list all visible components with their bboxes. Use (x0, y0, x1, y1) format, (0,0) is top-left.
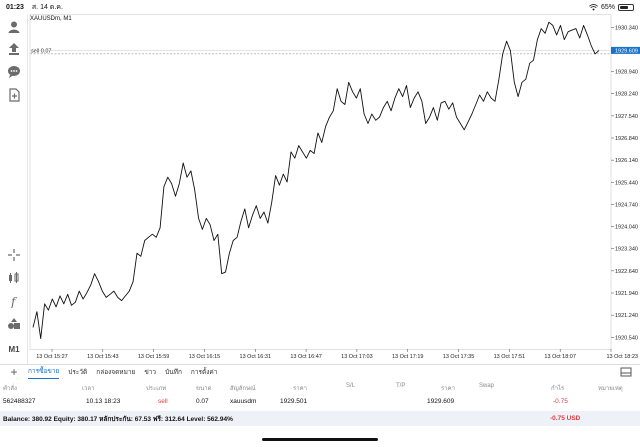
left-toolbar: f M1 (0, 14, 28, 364)
order-time: 10.13 18:23 (86, 398, 121, 405)
order-size: 0.07 (196, 398, 209, 405)
tab-trade[interactable]: การซื้อขาย (28, 364, 60, 379)
orders-table-header: คำสั่ง เวลา ประเภท ขนาด สัญลักษณ์ ราคา S… (0, 380, 640, 393)
tab-journal[interactable]: บันทึก (165, 368, 182, 376)
x-tick-label: 13 Oct 18:07 (544, 354, 576, 360)
y-tick-label: 1921.240 (615, 313, 638, 319)
swap-panel-icon[interactable] (620, 367, 632, 377)
x-tick-label: 13 Oct 16:15 (189, 354, 221, 360)
y-tick-label: 1928.240 (615, 92, 638, 98)
header-current-price: ราคา (441, 386, 455, 392)
header-tp: T/P (396, 383, 406, 389)
y-tick-label: 1926.840 (615, 136, 638, 142)
header-comment: หมายเหตุ (598, 386, 623, 392)
x-tick-label: 13 Oct 17:35 (443, 354, 475, 360)
order-type: sell (158, 398, 168, 405)
header-swap: Swap (479, 383, 495, 389)
y-tick-label: 1927.540 (615, 114, 638, 120)
header-time: เวลา (82, 386, 95, 392)
chart-canvas[interactable]: 1930.3401929.6401928.9401928.2401927.540… (28, 14, 640, 364)
total-profit-value: -0.75 (550, 415, 565, 422)
y-tick-label: 1926.140 (615, 158, 638, 164)
x-tick-label: 13 Oct 17:03 (341, 354, 373, 360)
status-time: 01:23 (6, 3, 24, 11)
order-current-price: 1929.609 (427, 398, 455, 405)
y-tick-label: 1920.540 (615, 335, 638, 341)
tab-settings[interactable]: การตั้งค่า (190, 368, 218, 376)
header-type: ประเภท (146, 386, 167, 392)
timeframe-button[interactable]: M1 (8, 344, 20, 354)
y-tick-label: 1930.340 (615, 25, 638, 31)
chat-icon[interactable] (5, 63, 23, 81)
battery-percent: 65% (600, 3, 615, 11)
tab-news[interactable]: ข่าว (144, 368, 157, 376)
function-icon[interactable]: f (5, 292, 23, 310)
header-size: ขนาด (196, 386, 212, 392)
y-tick-label: 1924.740 (615, 202, 638, 208)
add-icon[interactable]: + (10, 364, 18, 379)
tab-mailbox[interactable]: กล่องจดหมาย (96, 368, 136, 376)
x-tick-label: 13 Oct 15:27 (36, 354, 68, 360)
order-id: 562488327 (3, 398, 36, 405)
user-icon[interactable] (5, 18, 23, 36)
header-symbol: สัญลักษณ์ (230, 386, 256, 392)
sell-level-label: sell 0.07 (31, 48, 52, 54)
header-order: คำสั่ง (3, 386, 17, 392)
tab-history[interactable]: ประวัติ (68, 368, 88, 376)
order-symbol: xauusdm (230, 398, 257, 405)
current-price-tag (611, 46, 640, 54)
objects-icon[interactable] (5, 315, 23, 333)
price-series-line[interactable] (32, 21, 600, 340)
y-tick-label: 1923.340 (615, 247, 638, 253)
upload-icon[interactable] (5, 40, 23, 58)
total-profit: -0.75 USD (550, 415, 580, 422)
x-tick-label: 13 Oct 17:19 (392, 354, 424, 360)
balance-summary: Balance: 380.92 Equity: 380.17 หลักประกั… (0, 411, 640, 426)
status-bar: 01:23 ส. 14 ต.ค. 65% (0, 0, 640, 14)
x-tick-label: 13 Oct 16:47 (290, 354, 322, 360)
home-indicator[interactable] (262, 438, 378, 441)
plot-frame (29, 14, 612, 350)
price-chart[interactable]: 1930.3401929.6401928.9401928.2401927.540… (28, 14, 640, 364)
status-date: ส. 14 ต.ค. (31, 3, 63, 11)
wifi-icon (589, 3, 598, 11)
x-tick-label: 13 Oct 18:23 (607, 354, 639, 360)
x-tick-label: 13 Oct 17:51 (494, 354, 526, 360)
indicator-icon[interactable] (5, 269, 23, 287)
svg-text:f: f (10, 295, 18, 308)
battery-icon (618, 3, 634, 11)
table-row[interactable]: 562488327 10.13 18:23 sell 0.07 xauusdm … (0, 394, 640, 410)
y-tick-label: 1924.040 (615, 225, 638, 231)
chart-symbol-title: XAUUSDm, M1 (30, 16, 72, 22)
header-sl: S/L (346, 383, 356, 389)
y-tick-label: 1928.940 (615, 70, 638, 76)
x-tick-label: 13 Oct 15:59 (138, 354, 170, 360)
y-tick-label: 1925.440 (615, 180, 638, 186)
crosshair-icon[interactable] (5, 246, 23, 264)
current-price-tag-label: 1929.609 (615, 48, 638, 54)
total-profit-currency: USD (566, 415, 581, 422)
order-price: 1929.501 (280, 398, 308, 405)
balance-text: Balance: 380.92 Equity: 380.17 หลักประกั… (3, 415, 233, 423)
x-tick-label: 13 Oct 16:31 (240, 354, 272, 360)
add-document-icon[interactable] (5, 86, 23, 104)
y-tick-label: 1922.640 (615, 269, 638, 275)
header-price: ราคา (293, 386, 307, 392)
header-profit: กำไร (551, 386, 565, 392)
terminal-tabs: + การซื้อขาย ประวัติ กล่องจดหมาย ข่าว บั… (0, 364, 640, 379)
order-profit: -0.75 (553, 398, 568, 405)
y-tick-label: 1921.940 (615, 291, 638, 297)
x-tick-label: 13 Oct 15:43 (87, 354, 119, 360)
